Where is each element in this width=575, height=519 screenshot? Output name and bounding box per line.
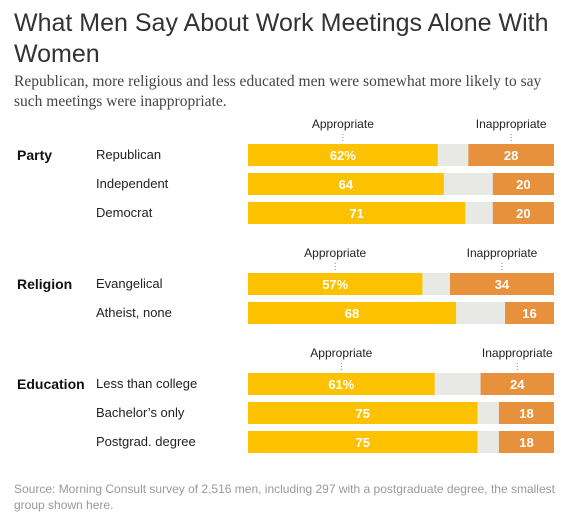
bar-inappropriate (468, 144, 554, 166)
source-note: Source: Morning Consult survey of 2,516 … (14, 482, 555, 512)
row-label: Independent (96, 176, 169, 191)
header-appropriate-education: Appropriate (310, 346, 372, 360)
value-label-inappropriate: 18 (519, 406, 533, 421)
bar-inappropriate (492, 202, 554, 224)
value-label-inappropriate: 20 (516, 177, 530, 192)
chart-subtitle: Republican, more religious and less educ… (14, 73, 542, 110)
value-label-inappropriate: 28 (504, 148, 518, 163)
header-appropriate-party: Appropriate (312, 117, 374, 131)
row-label: Democrat (96, 205, 153, 220)
bar-inappropriate (498, 431, 554, 453)
bar-appropriate (248, 202, 466, 224)
chart-title: What Men Say About Work Meetings Alone W… (14, 9, 549, 68)
bar-inappropriate (492, 173, 554, 195)
value-label-appropriate: 68 (345, 306, 359, 321)
value-label-appropriate: 61% (328, 377, 354, 392)
bar-appropriate (248, 273, 423, 295)
value-label-inappropriate: 18 (519, 435, 533, 450)
value-label-appropriate: 57% (322, 277, 348, 292)
value-label-appropriate: 75 (356, 406, 370, 421)
group-title-religion: Religion (17, 276, 72, 292)
header-inappropriate-education: Inappropriate (482, 346, 553, 360)
header-inappropriate-religion: Inappropriate (467, 246, 538, 260)
value-label-inappropriate: 24 (510, 377, 525, 392)
value-label-appropriate: 71 (349, 206, 363, 221)
bar-inappropriate (449, 273, 554, 295)
value-label-inappropriate: 16 (522, 306, 536, 321)
value-label-inappropriate: 20 (516, 206, 530, 221)
value-label-appropriate: 64 (339, 177, 354, 192)
value-label-appropriate: 62% (330, 148, 356, 163)
row-label: Atheist, none (96, 305, 172, 320)
value-label-inappropriate: 34 (495, 277, 510, 292)
row-label: Evangelical (96, 276, 163, 291)
bar-appropriate (248, 302, 457, 324)
bar-appropriate (248, 144, 438, 166)
bar-appropriate (248, 431, 478, 453)
bar-appropriate (248, 173, 444, 195)
group-title-party: Party (17, 147, 52, 163)
bar-inappropriate (480, 373, 554, 395)
value-label-appropriate: 75 (356, 435, 370, 450)
bar-appropriate (248, 373, 435, 395)
header-inappropriate-party: Inappropriate (476, 117, 547, 131)
header-appropriate-religion: Appropriate (304, 246, 366, 260)
row-label: Less than college (96, 376, 197, 391)
group-title-education: Education (17, 376, 85, 392)
row-label: Bachelor’s only (96, 405, 185, 420)
row-label: Republican (96, 147, 161, 162)
bar-inappropriate (498, 402, 554, 424)
bar-appropriate (248, 402, 478, 424)
bar-inappropriate (505, 302, 554, 324)
row-label: Postgrad. degree (96, 434, 196, 449)
